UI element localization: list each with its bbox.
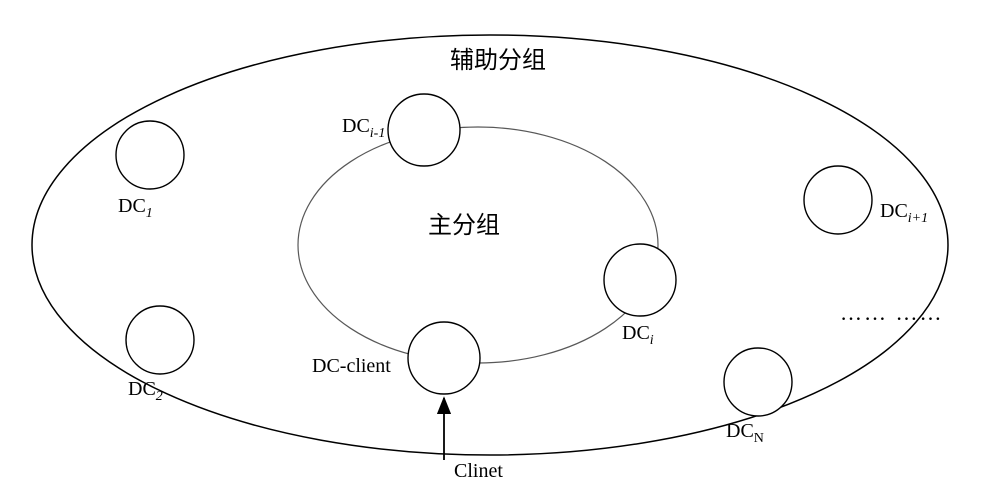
node-label-dc1: DC1 — [118, 195, 153, 222]
inner-title: 主分组 — [428, 205, 500, 240]
node-label-dc-client: DC-client — [312, 355, 391, 378]
diagram-svg — [0, 0, 1000, 500]
outer-title: 辅助分组 — [450, 40, 546, 75]
client-label: Clinet — [454, 460, 503, 483]
ellipsis: …… …… — [840, 300, 944, 326]
node-label-dci: DCi — [622, 322, 654, 349]
diagram-container: 辅助分组 主分组 DC1 DC2 DCi-1 DCi DC-client DCi+1 DCN… — [0, 0, 1000, 500]
node-label-dc2: DC2 — [128, 378, 163, 405]
node-label-dci+1: DCi+1 — [880, 200, 928, 227]
node-label-dci-1: DCi-1 — [342, 115, 385, 142]
node-label-dcn: DCN — [726, 420, 764, 447]
